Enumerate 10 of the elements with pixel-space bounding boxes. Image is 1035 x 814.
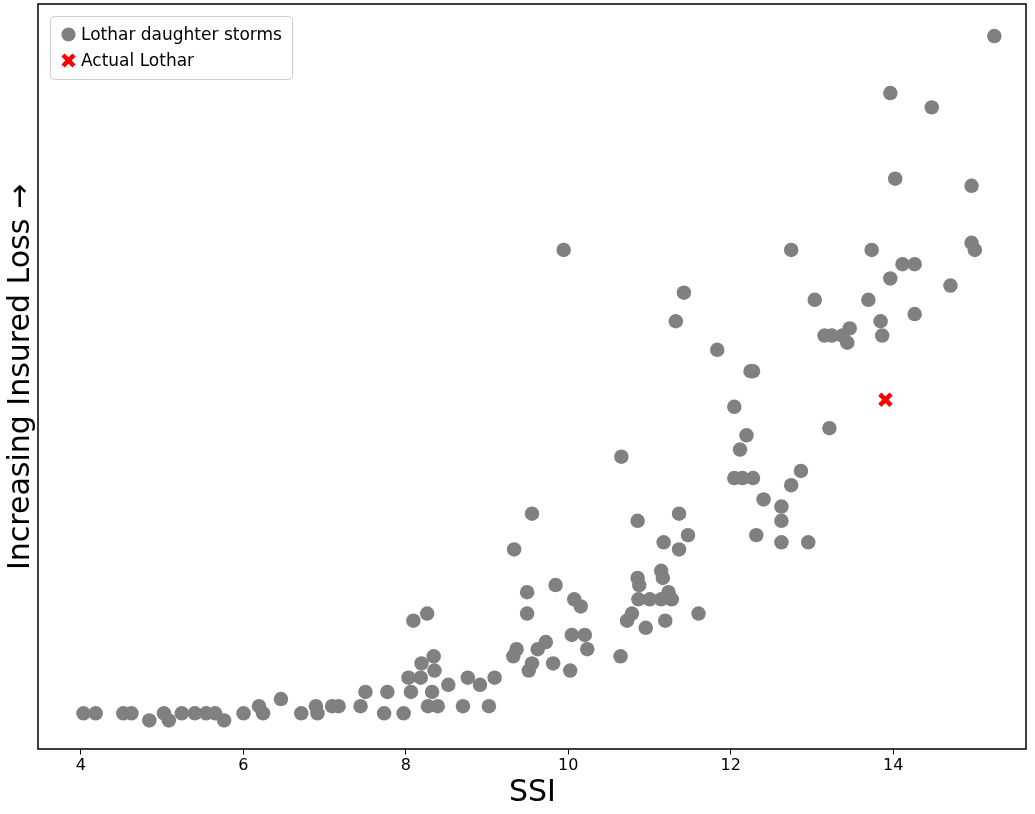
- legend-label: Lothar daughter storms: [81, 23, 283, 44]
- x-tick-label: 10: [558, 754, 579, 774]
- y-axis-title: Increasing Insured Loss →: [0, 183, 36, 571]
- legend-label: Actual Lothar: [81, 49, 195, 70]
- x-tick-label: 12: [720, 754, 741, 774]
- x-tick-label: 4: [75, 754, 86, 774]
- x-tick-label: 6: [238, 754, 249, 774]
- x-tick-label: 8: [400, 754, 411, 774]
- x-tick-label: 14: [883, 754, 904, 774]
- x-axis-title: SSI: [509, 772, 556, 808]
